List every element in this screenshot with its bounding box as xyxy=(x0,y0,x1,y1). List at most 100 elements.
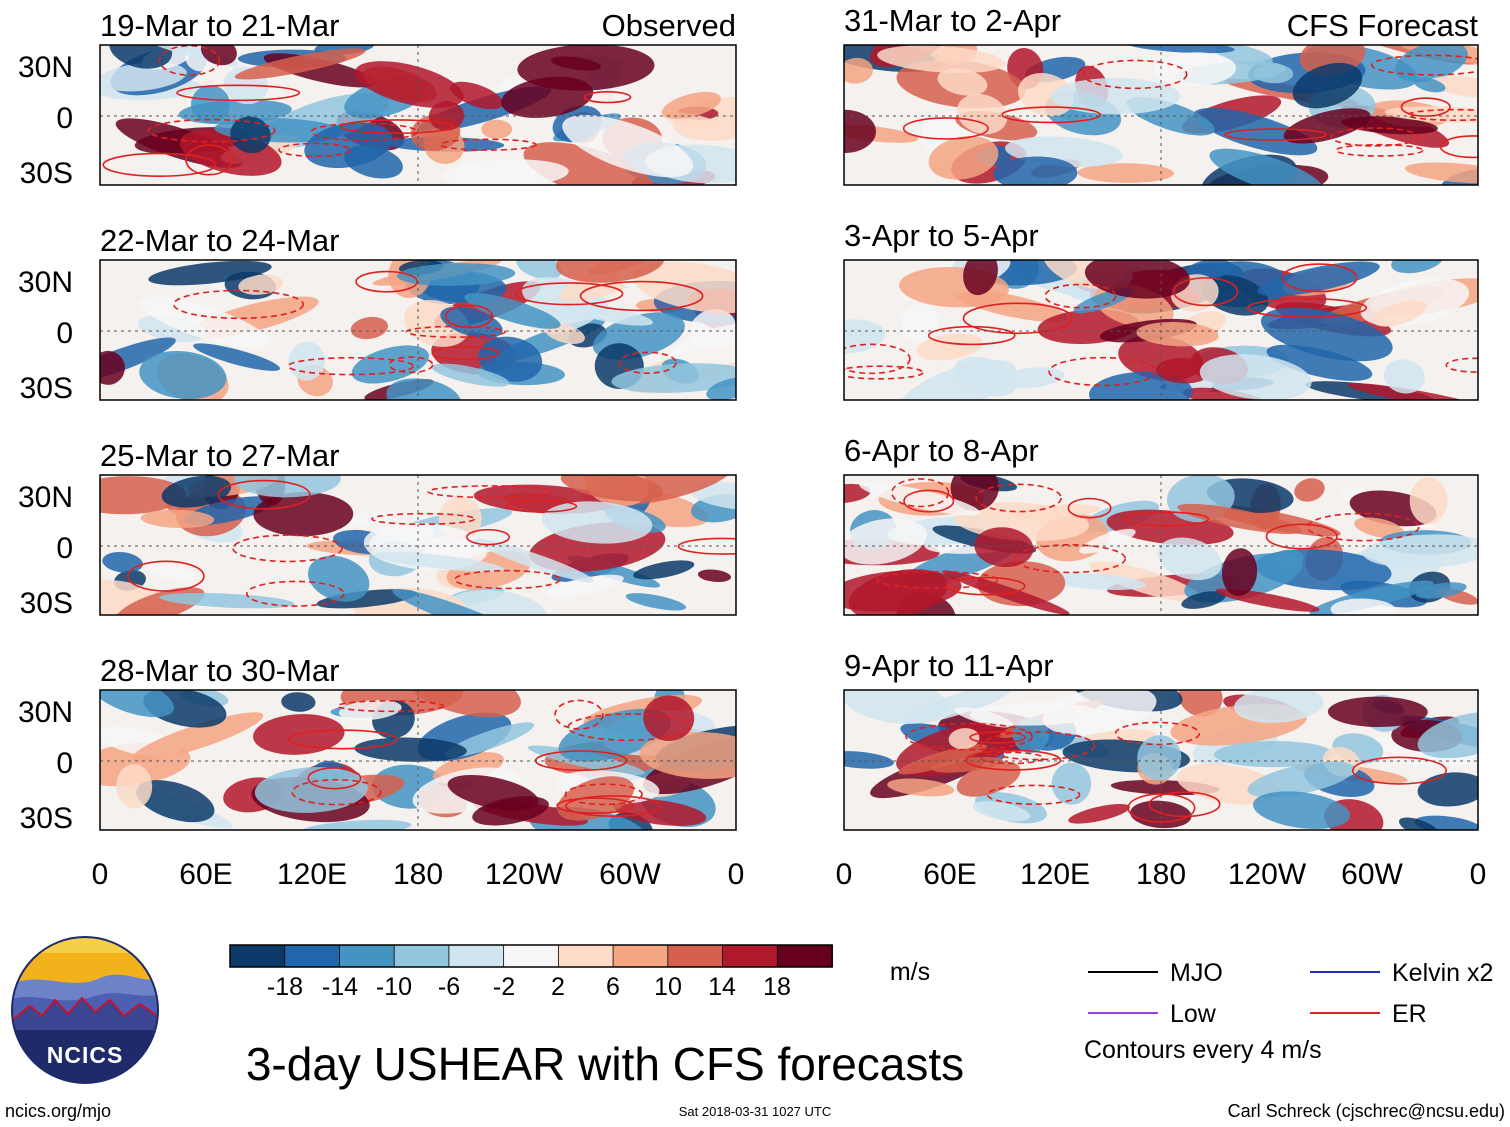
er-contour xyxy=(245,580,345,607)
shear-anomaly-patch xyxy=(689,308,736,350)
er-contour xyxy=(1306,512,1420,542)
shear-anomaly-patch xyxy=(639,731,736,779)
er-contour xyxy=(439,138,537,151)
shear-anomaly-patch xyxy=(446,590,547,615)
x-tick-label: 120E xyxy=(1020,858,1090,891)
colorbar-swatch xyxy=(722,944,779,968)
shear-anomaly-patch xyxy=(1137,735,1182,781)
x-tick-label: 0 xyxy=(92,858,109,891)
shear-field xyxy=(100,690,736,830)
er-contour xyxy=(975,483,1062,513)
shear-anomaly-patch xyxy=(613,799,707,826)
shear-anomaly-patch xyxy=(1193,107,1318,156)
er-contour xyxy=(217,479,311,510)
shear-anomaly-patch xyxy=(844,690,948,724)
shear-anomaly-patch xyxy=(1404,162,1478,184)
y-tick-label: 30S xyxy=(20,587,73,620)
x-tick-label: 0 xyxy=(836,858,853,891)
x-tick-label: 60W xyxy=(1341,858,1403,891)
shear-anomaly-patch xyxy=(161,475,232,508)
line-legend: MJO Kelvin x2 Low ER Contours every 4 m/… xyxy=(1084,959,1493,1064)
er-contour xyxy=(565,795,662,818)
shear-anomaly-patch xyxy=(1354,517,1404,539)
shear-anomaly-patch xyxy=(1294,478,1325,502)
er-contour xyxy=(1445,357,1478,373)
er-contour xyxy=(556,797,634,814)
colorbar-swatch xyxy=(448,944,505,968)
er-contour xyxy=(185,144,233,176)
er-contour xyxy=(1265,523,1338,550)
er-contour xyxy=(1439,135,1478,159)
er-contour xyxy=(505,499,578,513)
shear-anomaly-patch xyxy=(1186,260,1234,280)
x-tick-label: 0 xyxy=(1470,858,1487,891)
shear-anomaly-patch xyxy=(1414,815,1478,830)
y-tick-label: 30N xyxy=(18,696,73,729)
shear-anomaly-patch xyxy=(562,115,694,178)
shear-anomaly-patch xyxy=(1283,108,1371,144)
shear-anomaly-patch xyxy=(338,699,402,721)
er-contour xyxy=(567,713,692,742)
footer-url: ncics.org/mjo xyxy=(5,1101,111,1121)
shear-anomaly-patch xyxy=(1089,561,1203,603)
shear-anomaly-patch xyxy=(230,116,271,154)
er-contour xyxy=(979,731,1096,761)
shear-anomaly-patch xyxy=(898,744,988,775)
shear-anomaly-patch xyxy=(1398,817,1440,830)
shear-field xyxy=(100,475,736,615)
shear-anomaly-patch xyxy=(481,119,513,139)
er-contour xyxy=(1001,106,1101,124)
shear-anomaly-patch xyxy=(1051,762,1092,805)
shear-anomaly-patch xyxy=(316,589,418,609)
shear-anomaly-patch xyxy=(1201,274,1269,316)
shear-anomaly-patch xyxy=(1018,73,1075,117)
er-contour xyxy=(1351,756,1447,785)
er-contour xyxy=(1281,263,1358,293)
er-contour xyxy=(388,356,434,374)
shear-anomaly-patch xyxy=(1079,528,1136,554)
er-contour xyxy=(1082,59,1188,90)
er-contour xyxy=(1123,511,1210,527)
er-contour xyxy=(986,784,1081,805)
panel-date-label: 28-Mar to 30-Mar xyxy=(100,653,339,688)
shear-anomaly-patch xyxy=(372,551,504,572)
er-contour xyxy=(1173,277,1239,307)
colorbar-swatch xyxy=(776,944,833,968)
colorbar-swatch xyxy=(393,944,450,968)
shear-anomaly-patch xyxy=(1153,52,1237,86)
colorbar-swatch xyxy=(339,944,396,968)
colorbar-label: 2 xyxy=(551,973,565,1001)
x-axis-labels-left: 0 60E 120E 180 120W 60W 0 xyxy=(92,858,745,891)
er-contour xyxy=(1371,54,1478,76)
shear-anomaly-patch xyxy=(100,62,187,92)
panel-forecast-2: 3-Apr to 5-Apr xyxy=(843,218,1479,401)
footer-author: Carl Schreck (cjschrec@ncsu.edu) xyxy=(1228,1101,1505,1121)
shear-field xyxy=(844,690,1478,830)
panel-date-label: 25-Mar to 27-Mar xyxy=(100,438,339,473)
shear-anomaly-patch xyxy=(440,306,503,339)
shear-anomaly-patch xyxy=(1417,772,1478,807)
shear-anomaly-patch xyxy=(288,341,326,381)
er-contour xyxy=(514,282,624,306)
shear-anomaly-patch xyxy=(942,570,1070,615)
er-contour xyxy=(876,571,999,589)
shear-anomaly-patch xyxy=(1157,537,1222,581)
er-contour xyxy=(677,537,736,555)
er-contour xyxy=(102,152,217,178)
panel-forecast-1: 31-Mar to 2-Apr CFS Forecast xyxy=(843,3,1479,186)
er-contour xyxy=(176,84,301,102)
panel-date-label: 3-Apr to 5-Apr xyxy=(844,218,1039,253)
er-contour xyxy=(427,485,553,499)
shear-anomaly-patch xyxy=(844,483,871,504)
panel-observed-2: 22-Mar to 24-Mar xyxy=(99,223,737,401)
shear-anomaly-patch xyxy=(1363,534,1478,568)
x-tick-label: 0 xyxy=(728,858,745,891)
shear-anomaly-patch xyxy=(354,61,464,108)
shear-anomaly-patch xyxy=(1260,307,1393,362)
er-contour xyxy=(291,778,382,806)
figure-title: 3-day USHEAR with CFS forecasts xyxy=(246,1038,964,1090)
shear-anomaly-patch xyxy=(1181,591,1226,609)
shear-anomaly-patch xyxy=(1068,804,1130,824)
legend-label-low: Low xyxy=(1170,1000,1217,1028)
colorbar-label: 14 xyxy=(708,973,736,1001)
